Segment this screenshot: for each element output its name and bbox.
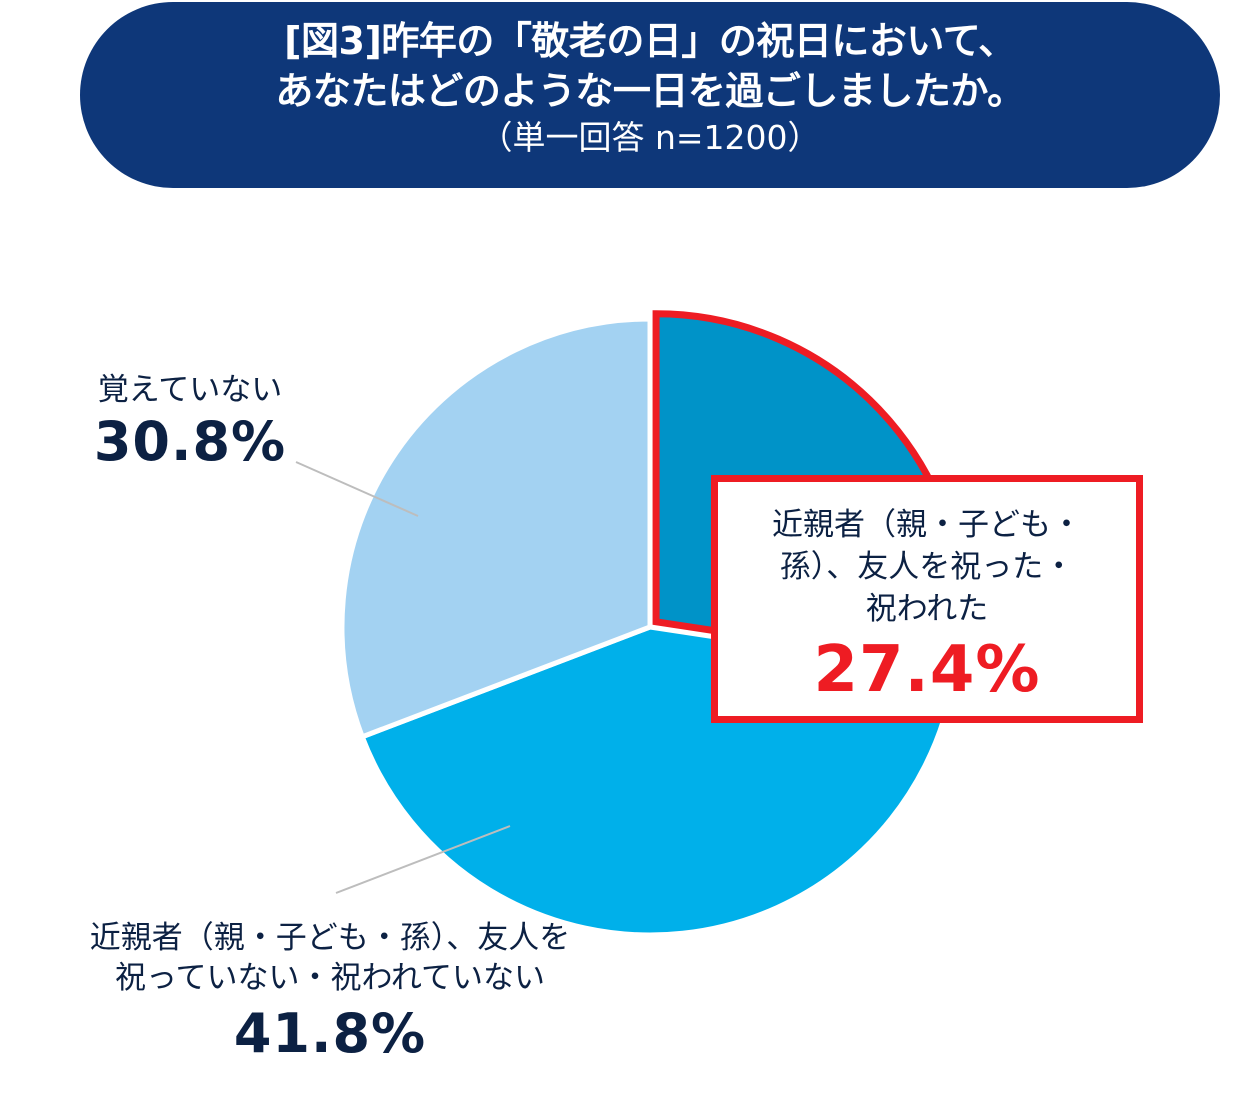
title-banner: [図3]昨年の「敬老の日」の祝日において、 あなたはどのような一日を過ごしました… — [80, 2, 1220, 188]
slice-label-not-celebrated-text-1: 近親者（親・子ども・孫）、友人を — [89, 920, 571, 956]
callout-celebrated-text-3: 祝われた — [865, 591, 989, 627]
callout-celebrated-value: 27.4% — [813, 633, 1041, 707]
slice-label-unremembered-value: 30.8% — [93, 410, 287, 473]
leader-line-unremembered — [295, 461, 419, 517]
slice-label-not-celebrated: 近親者（親・子ども・孫）、友人を 祝っていない・祝われていない 41.8% — [60, 918, 600, 1066]
slice-label-unremembered-text: 覚えていない — [97, 372, 283, 408]
callout-celebrated-text-1: 近親者（親・子ども・ — [772, 507, 1082, 543]
leader-line-not-celebrated — [335, 825, 511, 894]
title-line-2: あなたはどのような一日を過ごしましたか。 — [275, 69, 1025, 113]
slice-label-not-celebrated-value: 41.8% — [233, 1002, 427, 1065]
callout-celebrated: 近親者（親・子ども・ 孫）、友人を祝った・ 祝われた 27.4% — [711, 475, 1143, 723]
slice-label-unremembered: 覚えていない 30.8% — [70, 370, 310, 474]
pie-slice-unremembered — [339, 316, 653, 740]
slice-label-not-celebrated-text-2: 祝っていない・祝われていない — [115, 960, 545, 996]
callout-celebrated-text-2: 孫）、友人を祝った・ — [779, 549, 1075, 585]
title-line-1: [図3]昨年の「敬老の日」の祝日において、 — [284, 19, 1016, 63]
title-subtitle: （単一回答 n=1200） — [479, 118, 821, 157]
